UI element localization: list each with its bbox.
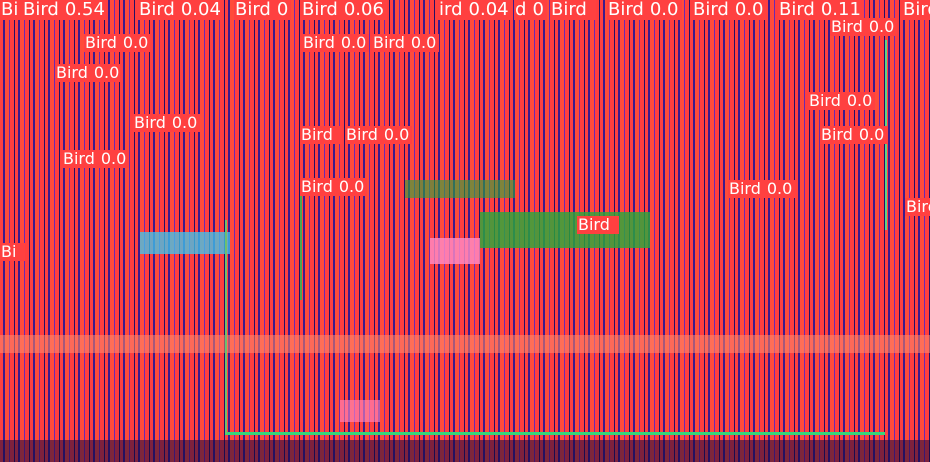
detection-class: Bird (235, 0, 271, 20)
detection-label: Bird 0.0 (302, 33, 370, 52)
detection-class: Bi (1, 242, 17, 261)
detection-label: Bird 0.11 (778, 0, 864, 20)
detection-class: Bird (809, 91, 841, 110)
detection-score: 0.06 (343, 0, 384, 20)
detection-class: Bird (729, 179, 761, 198)
detection-label: Bi (0, 0, 28, 20)
green-patch-upper (405, 180, 515, 198)
detection-score: 0.0 (93, 63, 120, 82)
detection-label: Bird 0.04 (138, 0, 224, 20)
frame-line-left (225, 220, 227, 434)
detection-class: Bird (346, 125, 378, 144)
detection-label: Bird (300, 126, 342, 144)
detection-class: d (515, 0, 527, 20)
detection-class: Bird (779, 0, 815, 20)
detection-class: Bird (303, 33, 335, 52)
pink-patch (430, 238, 480, 264)
detection-label: Bird 0.0 (830, 17, 898, 36)
detection-label: Bird 0.0 (133, 113, 201, 132)
detection-label: Bird (905, 198, 930, 216)
detection-class: Bird (578, 215, 610, 234)
detection-score: 0.0 (734, 0, 764, 20)
detection-score: 0.11 (820, 0, 861, 20)
detection-class: Bird (301, 177, 333, 196)
detection-class: Bi (1, 0, 19, 20)
detection-label: Bird 0.0 (607, 0, 682, 20)
detection-label: Bird 0.54 (22, 0, 108, 20)
detection-score: 0.0 (383, 125, 410, 144)
detection-label: Bird 0.0 (345, 125, 413, 144)
detection-class: Bird (608, 0, 644, 20)
detection-label: Bird 0.0 (300, 177, 368, 196)
detection-class: ird (439, 0, 463, 20)
detection-label: Bird (577, 216, 619, 234)
detection-score: 0.0 (410, 33, 437, 52)
detection-score: 0 (532, 0, 544, 20)
detection-label: ird 0.04 (438, 0, 512, 20)
detection-score: 0.04 (468, 0, 509, 20)
detection-score: 0.0 (846, 91, 873, 110)
horizontal-band (0, 335, 930, 353)
detection-score: 0.0 (766, 179, 793, 198)
detection-class: Bird (903, 0, 930, 20)
detection-label: Bird 0.0 (808, 91, 876, 110)
detection-label: Bi (0, 242, 26, 261)
detection-score: 0.0 (868, 17, 895, 36)
bottom-shade (0, 440, 930, 462)
detection-class: Bird (56, 63, 88, 82)
detection-label: Bird 0.0 (692, 0, 767, 20)
detection-label: Bird 0.0 (728, 179, 796, 198)
detection-label: Bird (902, 0, 930, 20)
detection-class: Bird (23, 0, 59, 20)
detection-score: 0.0 (122, 33, 149, 52)
frame-line-mid (300, 180, 302, 300)
detection-label: Bird (550, 0, 596, 20)
detection-score: 0.0 (338, 177, 365, 196)
pink-patch-lower (340, 400, 380, 422)
detection-score: 0.0 (171, 113, 198, 132)
detection-class: Bird (139, 0, 175, 20)
detection-class: Bird (821, 125, 853, 144)
detection-class: Bird (831, 17, 863, 36)
detection-class: Bird (906, 197, 930, 216)
detection-class: Bird (373, 33, 405, 52)
detection-label: Bird 0.06 (301, 0, 387, 20)
cyan-patch (140, 232, 230, 254)
detection-score: 0.0 (340, 33, 367, 52)
detection-class: Bird (693, 0, 729, 20)
detection-class: Bird (302, 0, 338, 20)
green-patch (480, 212, 650, 248)
detection-label: Bird 0.0 (84, 33, 152, 52)
detection-class: Bird (85, 33, 117, 52)
detection-class: Bird (301, 125, 333, 144)
detection-class: Bird (63, 149, 95, 168)
detection-score: 0.0 (100, 149, 127, 168)
detection-score: 0.54 (64, 0, 105, 20)
detection-score: 0.04 (180, 0, 221, 20)
detection-label: Bird 0.0 (820, 125, 888, 144)
detection-label: Bird 0.0 (62, 149, 130, 168)
detection-label: Bird 0 (234, 0, 292, 20)
frame-line-bottom (225, 432, 885, 435)
detection-score: 0 (276, 0, 289, 20)
detection-label: Bird 0.0 (55, 63, 123, 82)
detection-class: Bird (551, 0, 587, 20)
detection-score: 0.0 (858, 125, 885, 144)
detection-label: Bird 0.0 (372, 33, 440, 52)
detection-class: Bird (134, 113, 166, 132)
detection-score: 0.0 (649, 0, 679, 20)
